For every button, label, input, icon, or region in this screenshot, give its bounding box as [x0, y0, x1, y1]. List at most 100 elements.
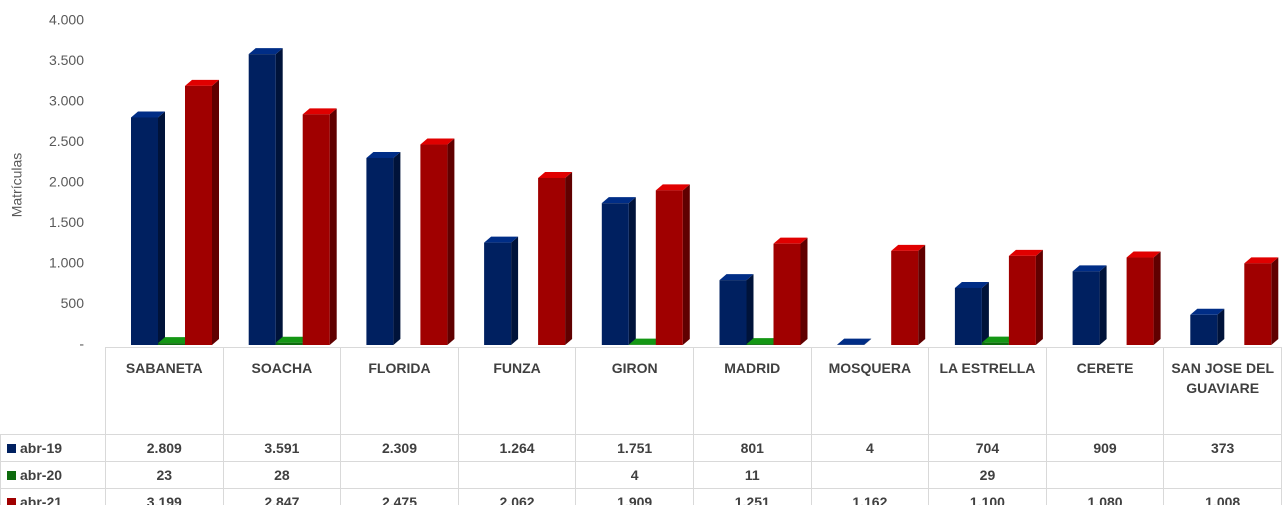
table-value: 373 — [1163, 434, 1282, 462]
table-value: 4 — [575, 461, 694, 489]
bar-front — [1008, 255, 1036, 345]
bar — [601, 197, 636, 345]
bar-front — [131, 117, 158, 345]
table-value: 704 — [928, 434, 1047, 462]
bar — [302, 108, 337, 345]
bar — [420, 138, 455, 345]
bar-front — [275, 342, 303, 345]
corner-cell — [0, 347, 106, 435]
table-value — [1163, 461, 1282, 489]
table-value: 2.847 — [222, 488, 342, 505]
category-label: SABANETA — [105, 347, 224, 435]
bar-front — [1126, 257, 1154, 345]
category-label: GIRON — [575, 347, 694, 435]
bar-side — [864, 338, 872, 345]
bar-side — [1271, 257, 1279, 345]
category-label: SOACHA — [222, 347, 342, 435]
legend-cell: abr-21 — [0, 488, 106, 505]
category-label: FLORIDA — [340, 347, 459, 435]
table-value: 909 — [1045, 434, 1165, 462]
category-label: CERETE — [1045, 347, 1165, 435]
table-value: 1.080 — [1045, 488, 1165, 505]
bar-top — [185, 79, 219, 86]
bar — [1072, 265, 1107, 345]
y-tick-label: 1.500 — [49, 214, 84, 230]
bar — [1190, 308, 1225, 345]
legend-label: abr-19 — [20, 440, 63, 456]
table-value — [810, 461, 930, 489]
bar-side — [1217, 308, 1225, 345]
y-tick-label: 1.000 — [49, 255, 84, 271]
bar-front — [954, 287, 982, 345]
bar-top — [655, 184, 690, 191]
table-value — [340, 461, 459, 489]
category-label: SAN JOSE DEL GUAVIARE — [1163, 347, 1282, 435]
bar-front — [538, 177, 566, 345]
y-tick-label: 3.500 — [49, 52, 84, 68]
bar-top — [837, 338, 872, 345]
bar-side — [329, 108, 337, 345]
bar — [185, 79, 219, 346]
bar-front — [248, 54, 276, 346]
bar — [655, 184, 690, 345]
bar-top — [420, 138, 455, 145]
bar-side — [212, 79, 219, 346]
table-value — [457, 461, 577, 489]
bar — [837, 338, 872, 345]
bar-top — [773, 237, 808, 244]
category-label: LA ESTRELLA — [928, 347, 1047, 435]
legend-swatch — [7, 498, 16, 505]
category-label: MADRID — [692, 347, 812, 435]
bar-front — [601, 203, 629, 345]
bar — [954, 281, 989, 345]
bar-front — [981, 342, 1009, 345]
bar-front — [420, 144, 448, 345]
table-value: 2.062 — [457, 488, 577, 505]
bar-front — [773, 243, 801, 345]
bar-side — [918, 244, 926, 345]
table-value: 2.475 — [340, 488, 459, 505]
table-value — [1045, 461, 1165, 489]
bar-top — [302, 108, 337, 115]
legend-cell: abr-20 — [0, 461, 106, 489]
bar-side — [275, 48, 283, 346]
bar-top — [248, 48, 283, 55]
bar-top — [366, 151, 401, 158]
bar-side — [800, 237, 808, 345]
bar-top — [981, 336, 1016, 343]
y-tick-label: 2.500 — [49, 133, 84, 149]
bar-front — [891, 250, 919, 345]
bar-front — [158, 343, 185, 345]
table-value: 4 — [810, 434, 930, 462]
category-label: MOSQUERA — [810, 347, 930, 435]
legend-swatch — [7, 444, 16, 453]
bar-side — [746, 274, 754, 345]
bar-top — [484, 236, 519, 243]
table-value: 3.591 — [222, 434, 342, 462]
bar-top — [1190, 308, 1225, 315]
table-value: 2.809 — [105, 434, 224, 462]
bar-top — [1126, 251, 1161, 258]
bar — [538, 171, 573, 345]
table-value: 1.162 — [810, 488, 930, 505]
bar-side — [981, 281, 989, 345]
legend-swatch — [7, 471, 16, 480]
bar-top — [719, 274, 754, 281]
bar — [131, 111, 165, 345]
bar — [484, 236, 519, 345]
bar-top — [746, 338, 781, 345]
table-value: 23 — [105, 461, 224, 489]
bar-side — [1153, 251, 1161, 345]
y-axis-label: Matrículas — [9, 153, 25, 218]
bar-front — [302, 114, 330, 345]
bar-top — [954, 281, 989, 288]
bar-top — [891, 244, 926, 251]
table-value: 28 — [222, 461, 342, 489]
table-value: 1.008 — [1163, 488, 1282, 505]
category-label: FUNZA — [457, 347, 577, 435]
bar — [248, 48, 283, 346]
bar-side — [158, 111, 165, 345]
legend-cell: abr-19 — [0, 434, 106, 462]
bar — [1008, 249, 1043, 345]
y-tick-label: 4.000 — [49, 12, 84, 28]
